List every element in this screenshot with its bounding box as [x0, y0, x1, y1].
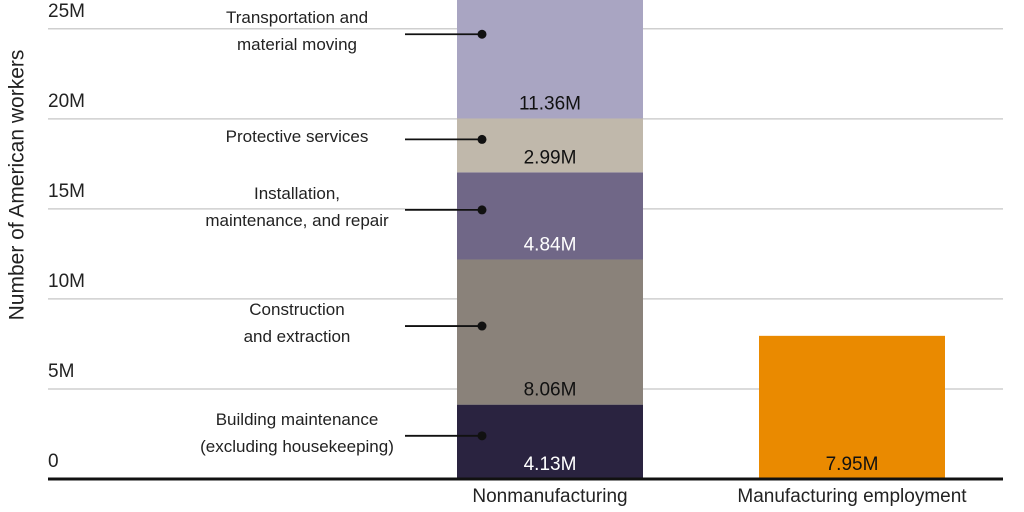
segment-label: Transportation and material moving: [225, 8, 369, 55]
value-label: 11.36M: [519, 94, 581, 115]
leader-dot: [477, 134, 487, 144]
value-label: 8.06M: [524, 380, 577, 401]
bar-segment: [759, 335, 945, 479]
y-tick-label: 10M: [48, 271, 85, 292]
value-label: 7.95M: [826, 454, 879, 475]
value-label: 2.99M: [524, 147, 577, 168]
y-tick-label: 15M: [48, 181, 85, 202]
segment-label: Installation, maintenance, and repair: [205, 183, 389, 230]
bar-segment: [457, 172, 643, 260]
x-tick-label: Nonmanufacturing: [472, 486, 627, 507]
leader-dot: [477, 431, 487, 441]
bar-segment: [457, 404, 643, 479]
y-tick-label: 5M: [48, 361, 74, 382]
y-tick-label: 0: [48, 451, 59, 472]
bar-segment: [457, 118, 643, 173]
value-label: 4.13M: [524, 454, 577, 475]
segment-label: Construction and extraction: [243, 300, 351, 347]
bar-segment: [457, 0, 643, 119]
y-tick-label: 25M: [48, 1, 85, 22]
segment-label: Protective services: [225, 126, 369, 146]
y-tick-label: 20M: [48, 91, 85, 112]
y-axis-title: Number of American workers: [6, 50, 29, 321]
value-label: 4.84M: [524, 235, 577, 256]
leader-dot: [477, 29, 487, 39]
x-tick-label: Manufacturing employment: [737, 486, 967, 507]
bar-segment: [457, 259, 643, 405]
leader-dot: [477, 321, 487, 331]
leader-dot: [477, 205, 487, 215]
segment-label: Building maintenance (excluding housekee…: [200, 409, 394, 456]
